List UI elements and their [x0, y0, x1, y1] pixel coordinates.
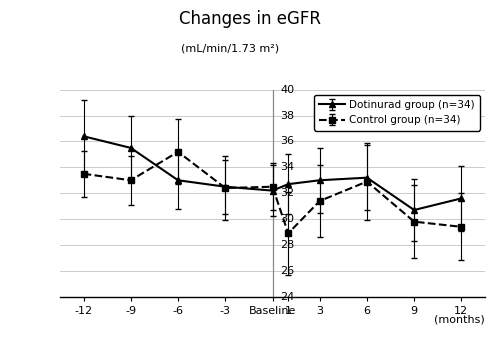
Text: 36: 36 — [280, 137, 294, 146]
Text: 30: 30 — [280, 214, 294, 224]
Text: 34: 34 — [280, 162, 294, 172]
Text: 40: 40 — [280, 85, 294, 95]
Text: Changes in eGFR: Changes in eGFR — [179, 10, 321, 28]
Text: 32: 32 — [280, 188, 294, 198]
Text: 24: 24 — [280, 292, 294, 302]
Text: (months): (months) — [434, 314, 485, 324]
Text: 38: 38 — [280, 111, 294, 120]
Text: (mL/min/1.73 m²): (mL/min/1.73 m²) — [181, 43, 279, 53]
Text: 26: 26 — [280, 266, 294, 276]
Legend: Dotinurad group (n=34), Control group (n=34): Dotinurad group (n=34), Control group (n… — [314, 95, 480, 130]
Text: 28: 28 — [280, 240, 294, 250]
